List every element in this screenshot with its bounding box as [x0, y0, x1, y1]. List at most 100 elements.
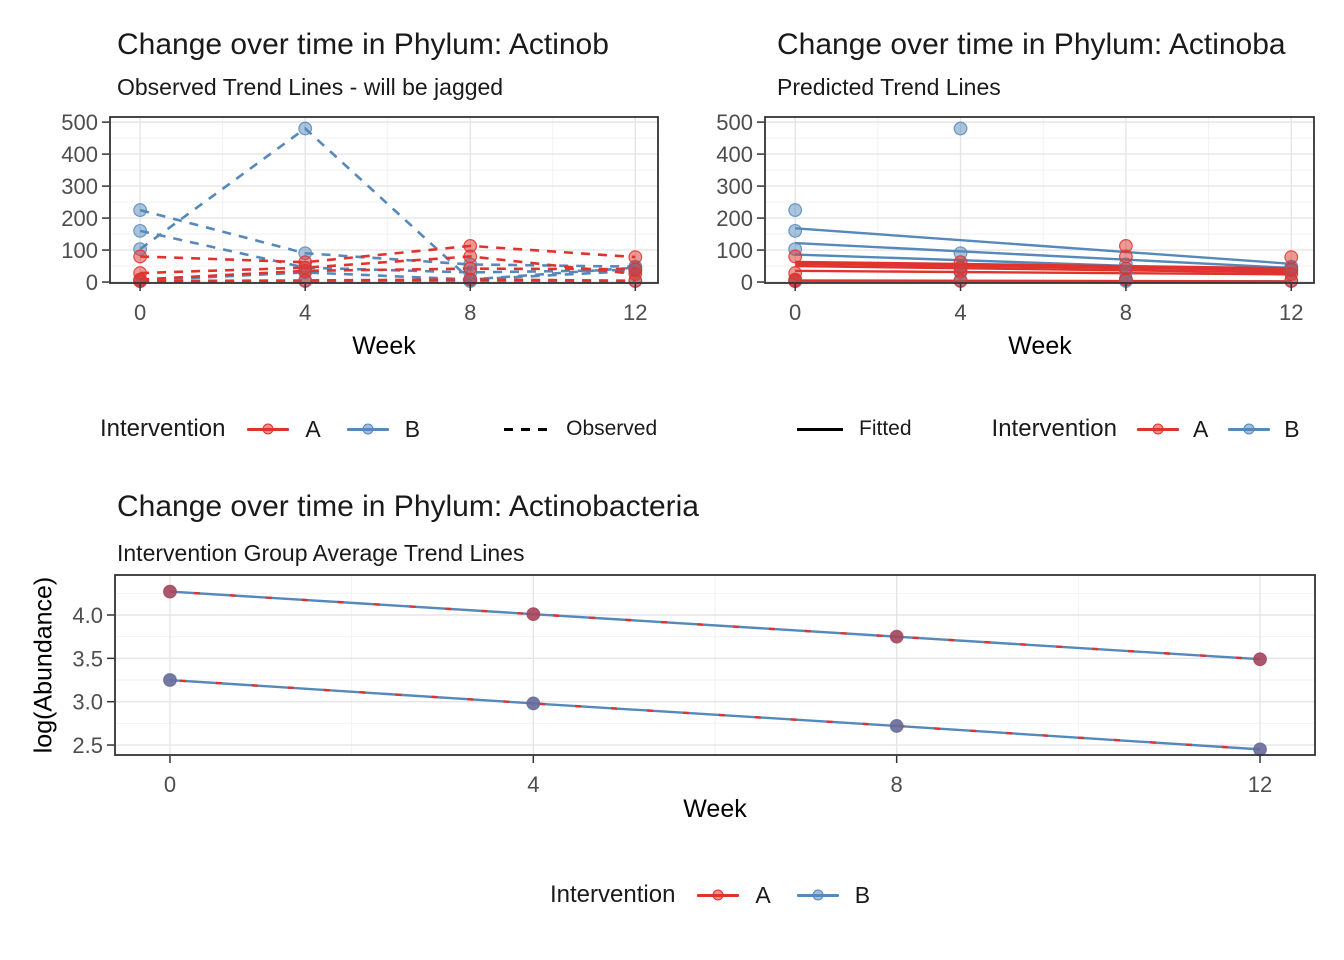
- fitted-line-a: [795, 262, 1292, 272]
- data-point-a: [889, 629, 904, 644]
- x-tick-label: 4: [954, 300, 966, 325]
- data-point-a: [163, 584, 177, 599]
- data-point-a: [1253, 652, 1267, 667]
- panel-border: [109, 116, 659, 284]
- y-tick-label: 300: [716, 174, 753, 199]
- y-tick-label: 200: [716, 206, 753, 231]
- x-tick-label: 8: [1120, 300, 1132, 325]
- data-point-b: [1253, 742, 1267, 757]
- fitted-plot-panel: 0 4 8 12 0 100 200 300 400 500: [716, 110, 1315, 325]
- legend-title-intervention: Intervention: [550, 881, 676, 908]
- fitted-line-a: [795, 269, 1292, 276]
- data-point-b: [526, 696, 541, 711]
- observed-chart-subtitle: Observed Trend Lines - will be jagged: [117, 74, 504, 100]
- y-tick-label: 500: [61, 110, 98, 135]
- legend-title-intervention: Intervention: [100, 415, 226, 442]
- y-tick-label: 100: [716, 238, 753, 263]
- x-tick-label: 4: [527, 772, 539, 797]
- legend-key-observed-dashed-line-icon: [504, 427, 551, 431]
- average-y-axis-title: log(Abundance): [29, 576, 58, 754]
- observed-chart-title: Change over time in Phylum: Actinob: [117, 28, 609, 61]
- x-tick-label: 0: [134, 300, 146, 325]
- data-point-b: [163, 673, 177, 687]
- fitted-line-b: [795, 227, 1292, 266]
- y-tick-label: 3.0: [72, 690, 103, 715]
- average-chart-subtitle: Intervention Group Average Trend Lines: [117, 540, 525, 566]
- legend-title-intervention: Intervention: [991, 415, 1117, 442]
- observed-plot-panel: 0 4 8 12 0 100 200 300 400 500: [61, 110, 659, 325]
- observed-line-a: [140, 278, 636, 283]
- average-x-axis-title: Week: [683, 795, 747, 823]
- observed-line-a: [140, 255, 636, 276]
- y-tick-label: 2.5: [72, 733, 103, 758]
- observed-line-a: [140, 267, 636, 281]
- avg-fitted-line-a: [169, 590, 1261, 661]
- data-point-a: [1284, 262, 1299, 277]
- average-plot-panel: 0 4 8 12 2.5 3.0 3.5 4.0: [72, 574, 1316, 797]
- legend-label-b: B: [1284, 415, 1300, 442]
- y-tick-label: 4.0: [72, 603, 103, 628]
- panel-background: [765, 117, 1314, 283]
- legend-key-a-icon: [697, 882, 740, 908]
- avg-observed-line-b: [169, 678, 1261, 751]
- y-tick-label: 500: [716, 110, 753, 135]
- observed-line-b: [139, 126, 636, 281]
- data-point-b: [889, 719, 904, 733]
- data-point-a: [133, 249, 148, 264]
- legend-key-fitted-solid-line-icon: [797, 427, 843, 431]
- x-tick-label: 12: [1279, 300, 1303, 325]
- x-tick-label: 0: [789, 300, 801, 325]
- fitted-line-a: [795, 279, 1292, 283]
- y-tick-label: 200: [61, 206, 98, 231]
- data-point-b: [298, 121, 313, 136]
- y-tick-label: 0: [741, 270, 753, 295]
- data-point-b: [788, 203, 803, 217]
- observed-line-b: [139, 229, 636, 274]
- average-chart-title: Change over time in Phylum: Actinobacter…: [117, 490, 699, 523]
- fitted-chart-title: Change over time in Phylum: Actinoba: [777, 28, 1286, 61]
- panel-border: [764, 116, 1315, 284]
- data-point-b: [788, 223, 803, 238]
- observed-line-b: [140, 269, 636, 282]
- observed-legend: Intervention A B Observed: [100, 414, 657, 444]
- legend-key-a-icon: [1136, 416, 1179, 442]
- panel-border: [114, 574, 1316, 756]
- legend-label-fitted: Fitted: [859, 417, 912, 440]
- y-tick-label: 400: [61, 142, 98, 167]
- fitted-line-b: [795, 241, 1292, 270]
- x-tick-label: 0: [164, 772, 176, 797]
- fitted-line-a: [795, 260, 1292, 270]
- x-tick-label: 12: [623, 300, 647, 325]
- fitted-legend: Fitted Intervention A B: [797, 414, 1300, 444]
- legend-label-observed: Observed: [566, 417, 658, 440]
- data-point-a: [1119, 249, 1133, 264]
- y-tick-label: 400: [716, 142, 753, 167]
- y-tick-label: 100: [61, 238, 98, 263]
- legend-key-b-icon: [796, 882, 839, 908]
- data-point-a: [628, 262, 643, 277]
- observed-line-b: [139, 208, 636, 268]
- y-tick-label: 0: [86, 270, 98, 295]
- legend-label-a: A: [755, 881, 771, 908]
- data-point-a: [1284, 250, 1299, 264]
- fitted-line-a: [795, 264, 1292, 274]
- observed-x-axis-title: Week: [352, 332, 416, 360]
- data-point-b: [133, 223, 148, 238]
- average-legend: Intervention A B: [550, 880, 870, 910]
- legend-key-b-icon: [346, 416, 389, 442]
- data-point-a: [526, 607, 541, 622]
- legend-key-a-icon: [247, 416, 290, 442]
- legend-label-b: B: [404, 415, 421, 442]
- legend-label-a: A: [305, 415, 321, 442]
- observed-line-a: [140, 244, 636, 264]
- x-tick-label: 4: [299, 300, 311, 325]
- x-tick-label: 8: [464, 300, 476, 325]
- x-tick-label: 12: [1248, 772, 1272, 797]
- y-tick-label: 3.5: [72, 646, 103, 671]
- fitted-x-axis-title: Week: [1008, 332, 1072, 360]
- legend-label-a: A: [1192, 415, 1209, 442]
- legend-label-b: B: [854, 881, 871, 908]
- x-tick-label: 8: [891, 772, 903, 797]
- legend-key-b-icon: [1228, 416, 1271, 442]
